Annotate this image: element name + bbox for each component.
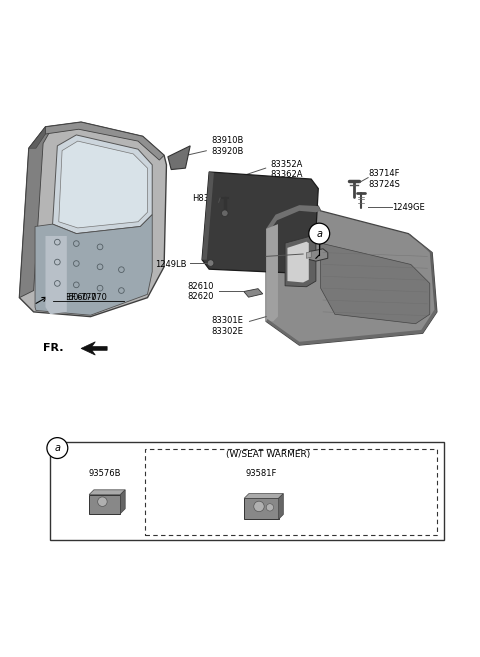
- Polygon shape: [266, 205, 321, 231]
- Polygon shape: [89, 490, 125, 495]
- Polygon shape: [244, 288, 263, 297]
- Polygon shape: [244, 493, 283, 499]
- Circle shape: [207, 260, 214, 266]
- Polygon shape: [266, 205, 437, 345]
- Polygon shape: [408, 234, 437, 312]
- Polygon shape: [266, 224, 278, 321]
- Polygon shape: [278, 493, 283, 519]
- Text: 83714F
83724S: 83714F 83724S: [368, 170, 400, 189]
- Text: FR.: FR.: [43, 344, 64, 353]
- Polygon shape: [321, 243, 430, 324]
- Text: 1249GE: 1249GE: [392, 203, 425, 212]
- Polygon shape: [89, 495, 120, 514]
- Circle shape: [266, 504, 274, 511]
- Polygon shape: [285, 236, 316, 286]
- Circle shape: [47, 438, 68, 459]
- Polygon shape: [120, 490, 125, 514]
- Circle shape: [221, 210, 228, 217]
- Text: a: a: [316, 229, 322, 238]
- Text: a: a: [54, 443, 60, 453]
- Polygon shape: [53, 135, 152, 234]
- Text: 83771M
83781M: 83771M 83781M: [266, 250, 300, 269]
- Text: REF.60-770: REF.60-770: [53, 293, 97, 302]
- Polygon shape: [202, 172, 214, 260]
- Polygon shape: [304, 249, 328, 261]
- Polygon shape: [266, 309, 437, 345]
- Polygon shape: [202, 172, 318, 274]
- Text: (W/SEAT WARMER): (W/SEAT WARMER): [227, 450, 311, 459]
- Text: 83301E
83302E: 83301E 83302E: [212, 317, 243, 336]
- Polygon shape: [35, 215, 152, 315]
- Text: 83352A
83362A: 83352A 83362A: [271, 160, 303, 179]
- Polygon shape: [46, 236, 67, 314]
- Polygon shape: [288, 242, 309, 283]
- Text: 1249LB: 1249LB: [155, 260, 186, 269]
- Polygon shape: [81, 342, 107, 355]
- Text: REF.60-770: REF.60-770: [60, 293, 107, 302]
- Polygon shape: [306, 252, 311, 258]
- Circle shape: [254, 501, 264, 512]
- Polygon shape: [19, 122, 167, 317]
- Polygon shape: [29, 127, 46, 148]
- Polygon shape: [168, 146, 190, 170]
- Text: 93576B: 93576B: [88, 468, 121, 478]
- Circle shape: [97, 497, 107, 507]
- Text: 93581F: 93581F: [246, 468, 277, 478]
- Polygon shape: [59, 141, 147, 228]
- Circle shape: [309, 223, 330, 244]
- Text: 83910B
83920B: 83910B 83920B: [212, 136, 244, 156]
- Polygon shape: [19, 127, 53, 298]
- Text: H83912: H83912: [192, 194, 226, 202]
- Polygon shape: [46, 122, 164, 160]
- Text: 82610
82620: 82610 82620: [188, 282, 214, 301]
- Polygon shape: [244, 499, 278, 519]
- Bar: [145, 449, 437, 535]
- Bar: [50, 442, 444, 539]
